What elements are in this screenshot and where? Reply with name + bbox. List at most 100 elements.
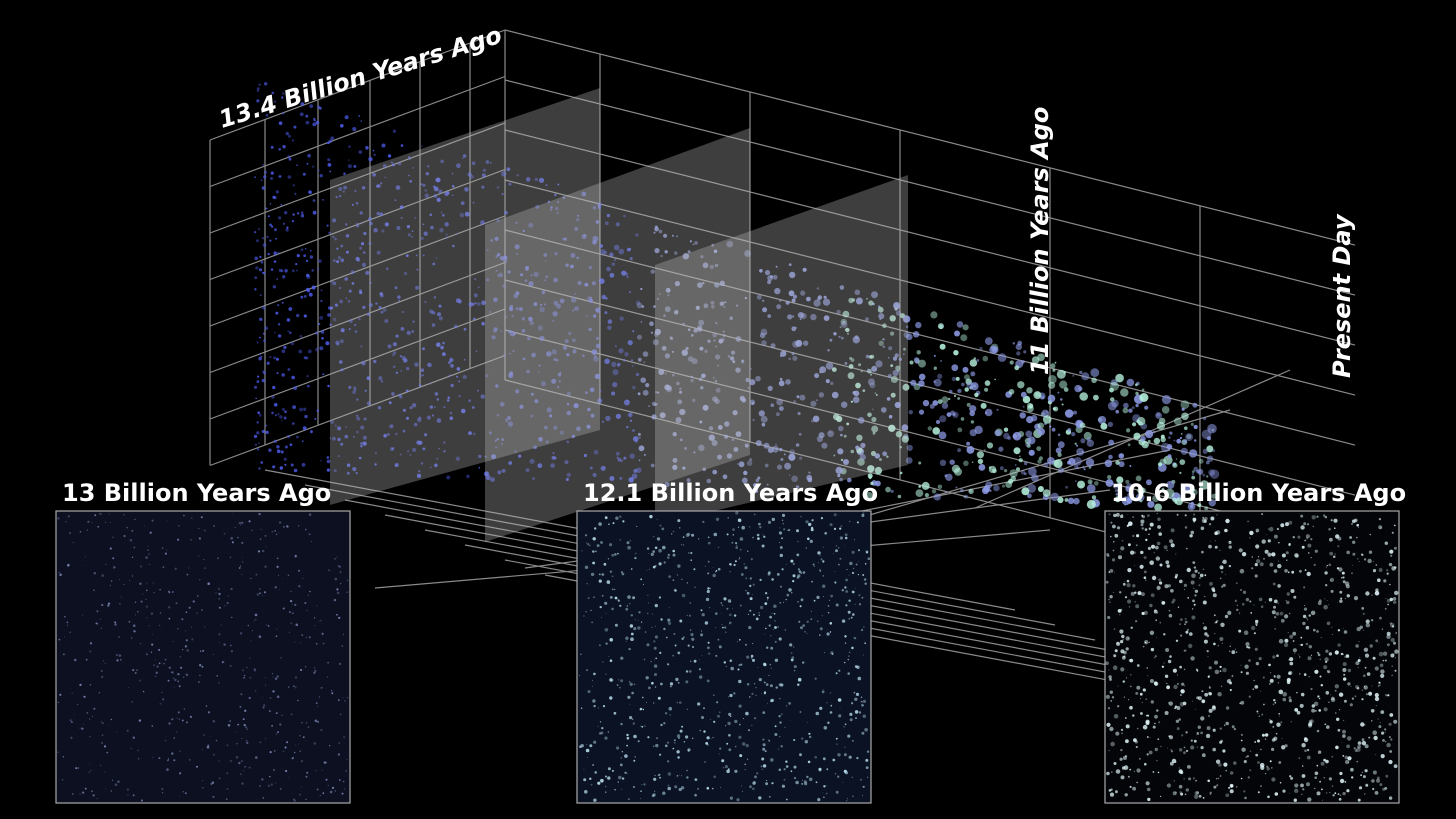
galaxy-dot xyxy=(921,481,930,490)
inset-dot xyxy=(1314,669,1319,674)
inset-dot xyxy=(1155,556,1161,561)
galaxy-dot xyxy=(1126,428,1131,433)
inset-dot xyxy=(1388,722,1392,726)
inset-dot xyxy=(1209,791,1212,794)
inset-dot xyxy=(704,621,709,625)
inset-dot xyxy=(1134,601,1136,603)
galaxy-dot xyxy=(613,244,620,251)
inset-dot xyxy=(241,760,243,762)
galaxy-dot xyxy=(969,405,977,413)
inset-dot xyxy=(1167,659,1172,664)
inset-dot xyxy=(114,621,117,624)
galaxy-dot xyxy=(444,222,449,227)
inset-dot xyxy=(1144,528,1148,531)
inset-dot xyxy=(854,697,858,701)
galaxy-dot xyxy=(629,419,633,422)
inset-dot xyxy=(251,630,253,632)
inset-dot xyxy=(862,654,864,656)
galaxy-dot xyxy=(280,203,283,206)
inset-dot xyxy=(697,702,701,706)
inset-dot xyxy=(624,771,627,774)
inset-dot xyxy=(1253,604,1255,606)
inset-dot xyxy=(793,738,796,742)
inset-dot xyxy=(1296,692,1298,694)
galaxy-dot xyxy=(1139,393,1149,402)
inset-dot xyxy=(201,780,203,782)
inset-dot xyxy=(1160,599,1162,601)
galaxy-dot xyxy=(640,287,643,291)
inset-dot xyxy=(67,563,70,567)
inset-dot xyxy=(198,527,200,530)
galaxy-dot xyxy=(275,311,279,315)
inset-dot xyxy=(1136,534,1140,538)
inset-dot xyxy=(1372,770,1377,775)
inset-dot xyxy=(822,560,825,563)
inset-dot xyxy=(833,553,835,555)
inset-dot xyxy=(1382,651,1388,656)
inset-dot xyxy=(1273,674,1276,677)
galaxy-dot xyxy=(1110,397,1115,402)
inset-dot xyxy=(783,768,786,771)
inset-dot xyxy=(1276,654,1279,657)
inset-dot xyxy=(251,529,253,531)
inset-dot xyxy=(346,759,348,761)
inset-dot xyxy=(679,701,682,704)
inset-dot xyxy=(1274,616,1277,619)
inset-dot xyxy=(648,568,650,570)
inset-dot xyxy=(201,665,204,668)
galaxy-dot xyxy=(332,259,336,263)
inset-dot xyxy=(1266,534,1268,536)
galaxy-dot xyxy=(978,464,986,471)
inset-dot xyxy=(758,522,761,526)
inset-dot xyxy=(1389,750,1393,753)
inset-dot xyxy=(855,692,860,697)
inset-dot xyxy=(241,782,244,785)
inset-dot xyxy=(101,742,103,744)
inset-dot xyxy=(1132,584,1136,588)
galaxy-dot xyxy=(871,408,874,411)
inset-dot xyxy=(145,589,148,592)
inset-dot xyxy=(1389,549,1394,554)
inset-dot xyxy=(616,746,620,750)
inset-dot xyxy=(707,541,711,545)
inset-dot xyxy=(184,792,187,794)
galaxy-dot xyxy=(709,264,714,270)
inset-dot xyxy=(733,614,737,617)
galaxy-dot xyxy=(788,474,791,476)
inset-dot xyxy=(1280,721,1283,724)
galaxy-dot xyxy=(998,446,1004,452)
inset-dot xyxy=(338,616,341,620)
inset-dot xyxy=(1330,694,1331,695)
inset-dot xyxy=(1200,731,1203,735)
inset-dot xyxy=(255,618,257,621)
galaxy-dot xyxy=(293,468,298,473)
inset-dot xyxy=(263,704,266,707)
galaxy-dot xyxy=(1125,479,1130,484)
inset-dot xyxy=(1346,744,1350,749)
galaxy-dot xyxy=(939,343,946,350)
inset-dot xyxy=(185,721,188,724)
galaxy-dot xyxy=(675,417,682,424)
inset-dot xyxy=(592,561,595,565)
galaxy-dot xyxy=(1017,381,1025,389)
inset-dot xyxy=(629,716,633,720)
inset-dot xyxy=(1254,563,1258,567)
galaxy-dot xyxy=(262,271,265,274)
galaxy-dot xyxy=(684,447,687,450)
inset-dot xyxy=(706,679,710,683)
galaxy-dot xyxy=(271,411,274,415)
inset-dot xyxy=(1394,649,1399,654)
galaxy-dot xyxy=(260,461,264,464)
inset-dot xyxy=(1132,516,1135,519)
inset-dot xyxy=(168,606,171,609)
inset-dot xyxy=(89,642,93,645)
inset-dot xyxy=(1140,712,1143,715)
galaxy-dot xyxy=(631,359,633,362)
galaxy-dot xyxy=(282,92,285,95)
galaxy-dot xyxy=(997,353,1007,362)
inset-dot xyxy=(1378,518,1381,521)
galaxy-dot xyxy=(726,453,733,459)
galaxy-dot xyxy=(265,207,268,210)
inset-dot xyxy=(1290,776,1294,780)
inset-dot xyxy=(739,754,743,758)
